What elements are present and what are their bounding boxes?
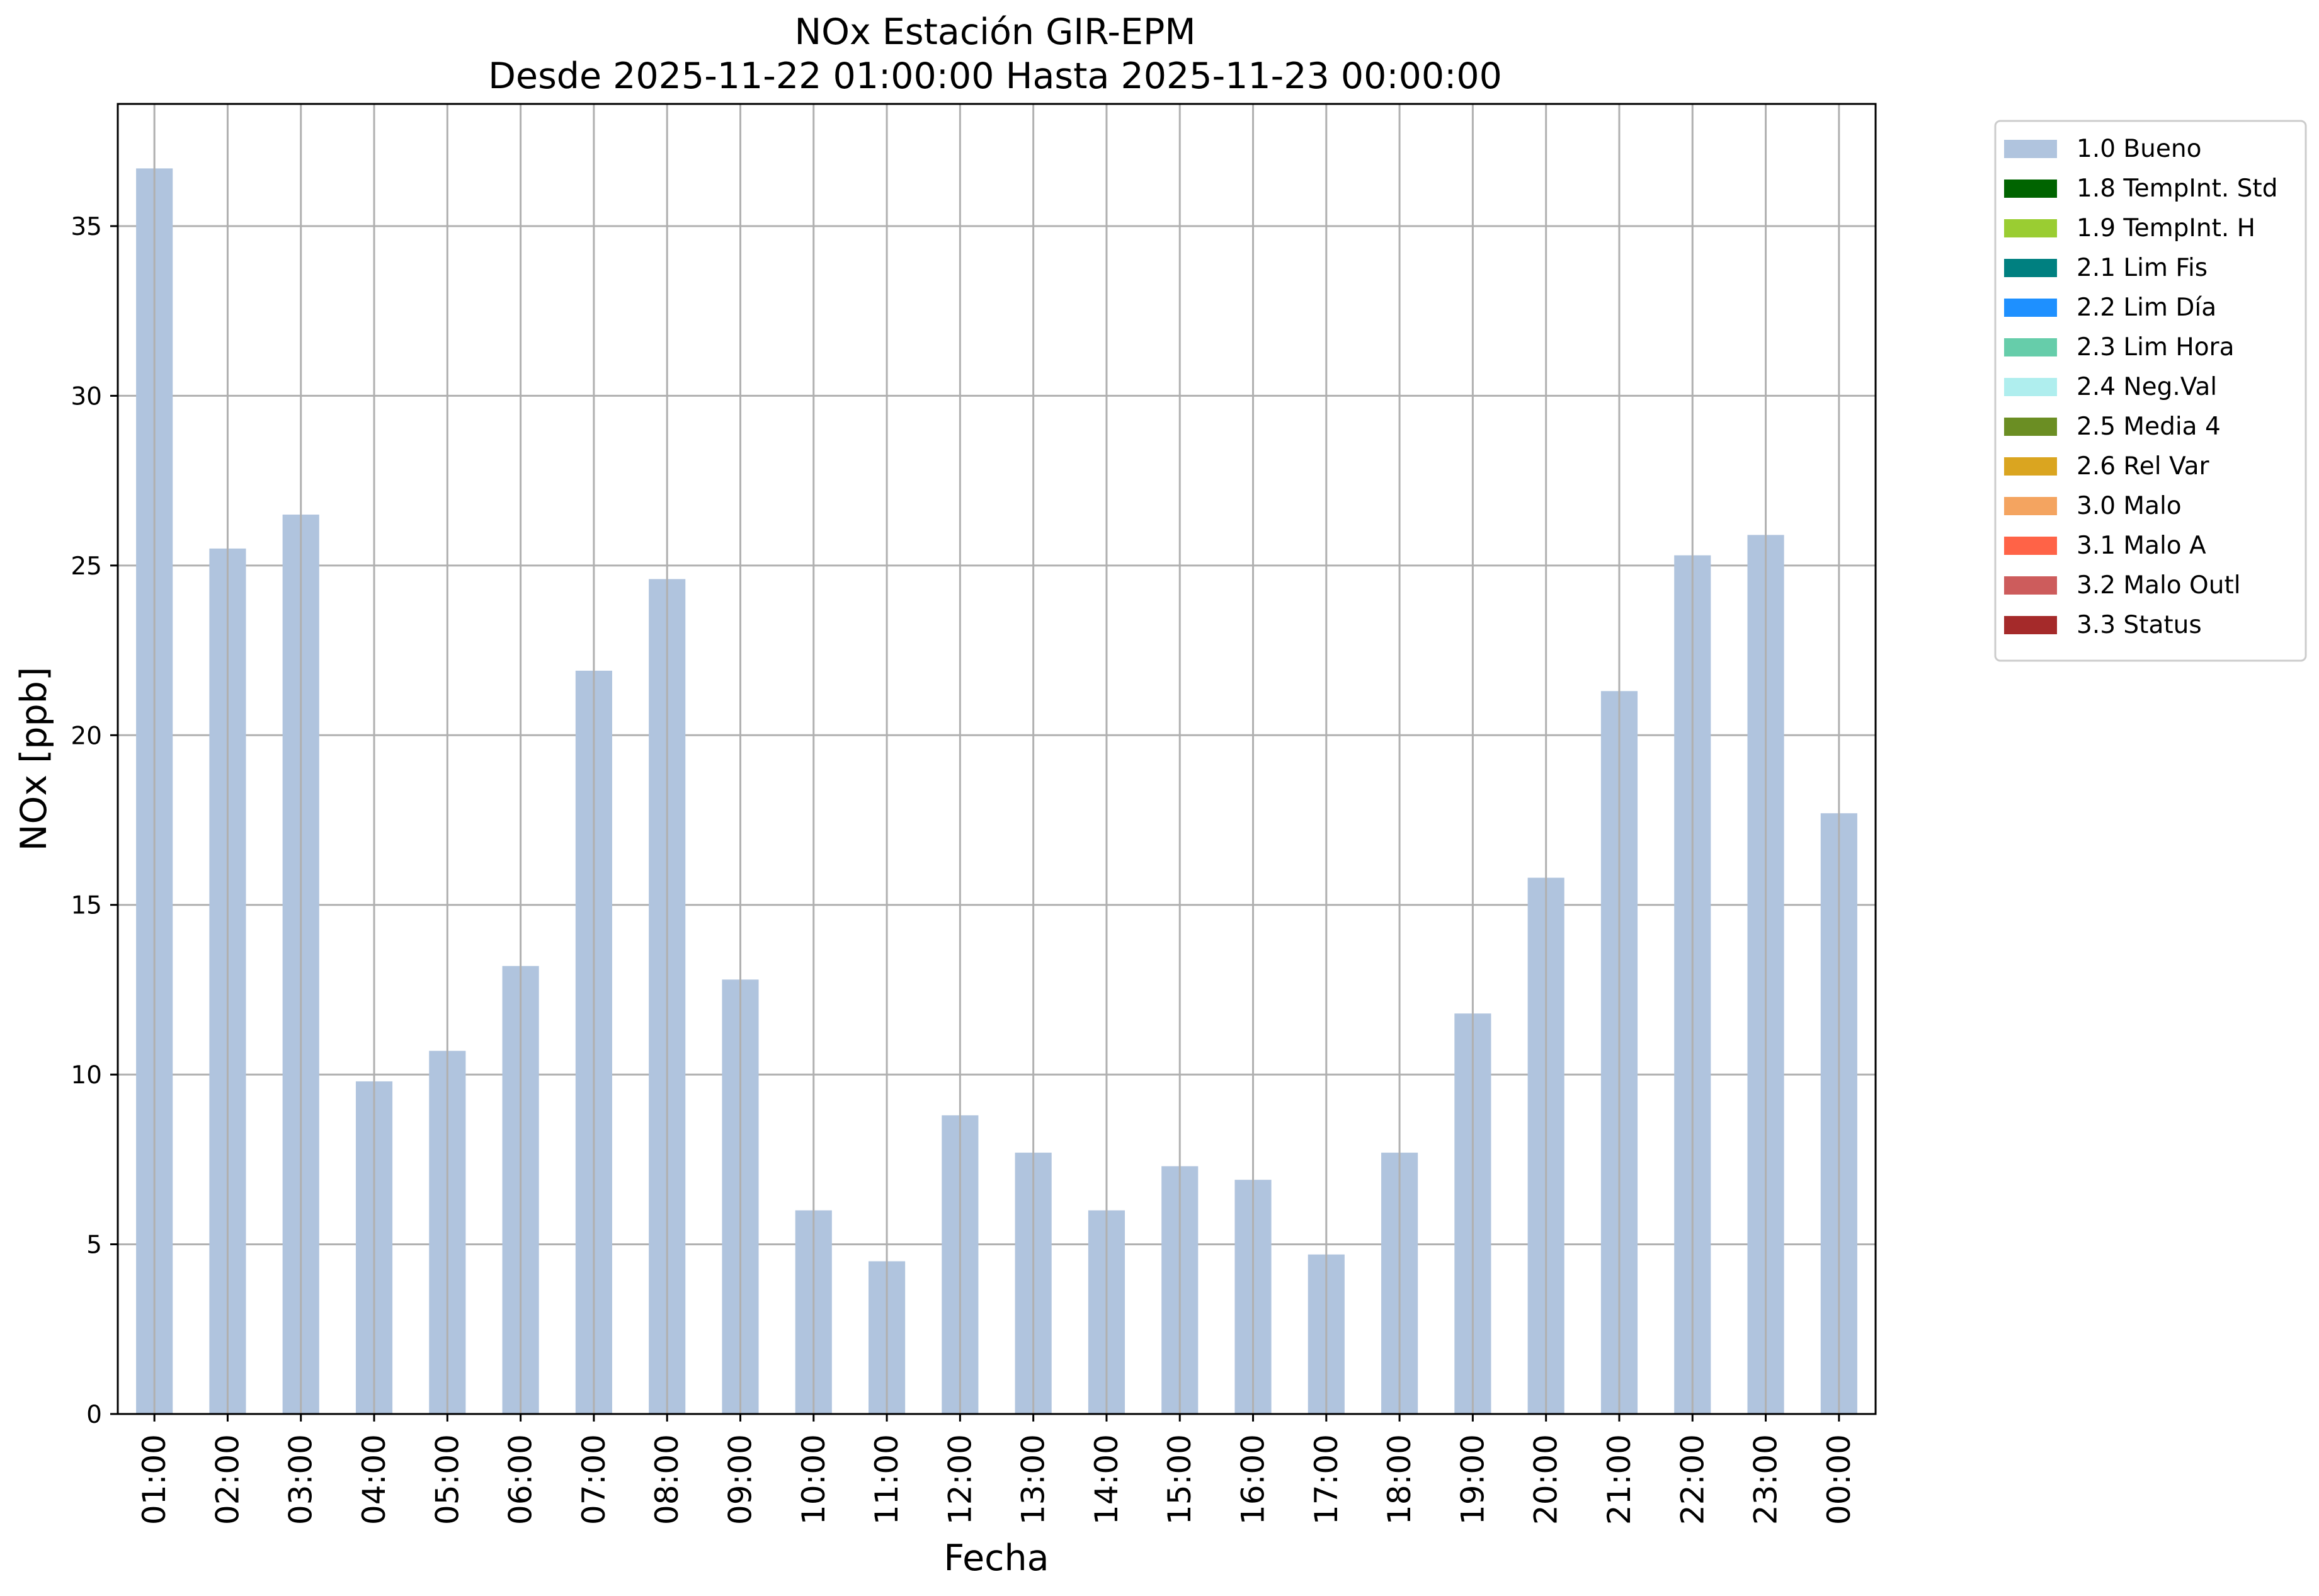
legend-label: 3.2 Malo Outl: [2077, 571, 2241, 600]
legend-label: 1.8 TempInt. Std: [2077, 174, 2277, 203]
legend-label: 2.6 Rel Var: [2077, 452, 2210, 481]
legend-swatch: [2004, 299, 2057, 317]
x-tick-label: 11:00: [869, 1434, 905, 1525]
x-tick-label: 06:00: [503, 1434, 539, 1525]
legend-label: 2.2 Lim Día: [2077, 294, 2216, 322]
x-tick-label: 05:00: [429, 1434, 465, 1525]
y-tick-label: 15: [71, 892, 102, 920]
x-tick-label: 17:00: [1308, 1434, 1345, 1525]
legend-swatch: [2004, 576, 2057, 595]
x-tick-label: 08:00: [649, 1434, 685, 1525]
legend-swatch: [2004, 140, 2057, 158]
x-tick-label: 01:00: [136, 1434, 173, 1525]
y-tick-label: 25: [71, 552, 102, 581]
legend-label: 1.9 TempInt. H: [2077, 214, 2255, 242]
legend-swatch: [2004, 418, 2057, 436]
y-tick-label: 35: [71, 213, 102, 241]
x-tick-label: 14:00: [1088, 1434, 1125, 1525]
legend-swatch: [2004, 497, 2057, 515]
x-tick-label: 23:00: [1748, 1434, 1784, 1525]
x-tick-label: 19:00: [1454, 1434, 1491, 1525]
y-tick-label: 10: [71, 1061, 102, 1090]
legend-label: 3.0 Malo: [2077, 492, 2182, 520]
x-tick-label: 18:00: [1381, 1434, 1418, 1525]
legend-swatch: [2004, 457, 2057, 476]
x-tick-label: 16:00: [1235, 1434, 1272, 1525]
x-axis-label: Fecha: [943, 1537, 1049, 1579]
y-tick-label: 0: [86, 1401, 102, 1429]
x-tick-label: 12:00: [942, 1434, 978, 1525]
x-tick-label: 21:00: [1601, 1434, 1638, 1525]
vertical-grid-layer: [153, 104, 1840, 1414]
y-axis-label: NOx [ppb]: [13, 667, 55, 851]
y-tick-label: 20: [71, 722, 102, 750]
x-tick-label: 02:00: [209, 1434, 246, 1525]
x-tick-label: 00:00: [1821, 1434, 1857, 1525]
x-tick-label: 09:00: [722, 1434, 758, 1525]
x-tick-label: 15:00: [1161, 1434, 1198, 1525]
legend-label: 2.3 Lim Hora: [2077, 333, 2235, 362]
legend-swatch: [2004, 616, 2057, 634]
x-axis: 01:00 02:00 03:00 04:00 05:00 06:00 07:00 08:00…: [136, 1414, 1857, 1525]
x-tick-label: 07:00: [576, 1434, 612, 1525]
x-tick-label: 10:00: [795, 1434, 832, 1525]
chart-title: NOx Estación GIR-EPM: [794, 11, 1195, 53]
legend: 1.0 Bueno 1.8 TempInt. Std 1.9 TempInt. H 2…: [1994, 120, 2307, 662]
legend-label: 2.5 Media 4: [2077, 413, 2221, 441]
y-tick-label: 5: [86, 1231, 102, 1260]
legend-swatch: [2004, 338, 2057, 356]
legend-label: 3.1 Malo A: [2077, 532, 2206, 560]
grid-layer: [118, 225, 1876, 1415]
y-tick-label: 30: [71, 382, 102, 411]
bars-layer: [136, 168, 1857, 1415]
legend-label: 1.0 Bueno: [2077, 135, 2201, 163]
legend-swatch: [2004, 259, 2057, 277]
legend-label: 2.4 Neg.Val: [2077, 373, 2217, 401]
x-tick-label: 04:00: [356, 1434, 392, 1525]
x-tick-label: 20:00: [1528, 1434, 1564, 1525]
x-tick-label: 03:00: [283, 1434, 319, 1525]
legend-frame: [1994, 120, 2307, 662]
legend-label: 3.3 Status: [2077, 611, 2202, 639]
legend-swatch: [2004, 378, 2057, 396]
x-tick-label: 22:00: [1674, 1434, 1711, 1525]
chart-subtitle: Desde 2025-11-22 01:00:00 Hasta 2025-11-…: [488, 55, 1502, 97]
legend-swatch: [2004, 180, 2057, 198]
legend-label: 2.1 Lim Fis: [2077, 254, 2208, 282]
y-axis: 0 5 10 15 20 25 30 35: [71, 213, 118, 1429]
x-tick-label: 13:00: [1015, 1434, 1052, 1525]
plot-frame: [117, 103, 1877, 1415]
legend-swatch: [2004, 537, 2057, 555]
legend-swatch: [2004, 219, 2057, 237]
